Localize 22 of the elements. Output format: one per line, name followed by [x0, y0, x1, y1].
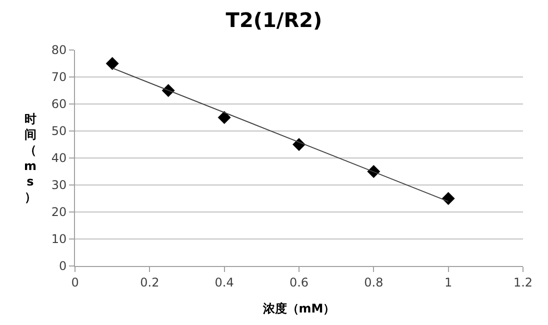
point — [218, 111, 231, 124]
x-tick-label: 1 — [444, 275, 452, 290]
point — [442, 192, 455, 205]
x-tick-label: 1.2 — [513, 275, 533, 290]
chart-title: T2(1/R2) — [226, 8, 322, 32]
y-tick-label: 40 — [51, 151, 67, 166]
x-tick-label: 0 — [71, 275, 79, 290]
x-tick-label: 0.6 — [289, 275, 309, 290]
y-tick-label: 30 — [51, 178, 67, 192]
y-tick-label: 10 — [51, 232, 67, 246]
y-tick-label: 60 — [51, 97, 67, 112]
y-tick-label: 70 — [51, 70, 67, 84]
point — [106, 57, 119, 70]
y-tick-label: 50 — [51, 124, 67, 138]
y-tick-label: 80 — [51, 43, 67, 58]
y-tick-label: 0 — [58, 259, 67, 274]
x-tick-label: 0.2 — [140, 275, 160, 290]
y-axis-title: 时间（ms） — [24, 112, 37, 204]
x-tick-label: 0.4 — [214, 275, 234, 290]
x-axis-title: 浓度（mM） — [262, 301, 336, 316]
y-tick-label: 20 — [51, 205, 67, 220]
x-tick-label: 0.8 — [364, 275, 384, 290]
